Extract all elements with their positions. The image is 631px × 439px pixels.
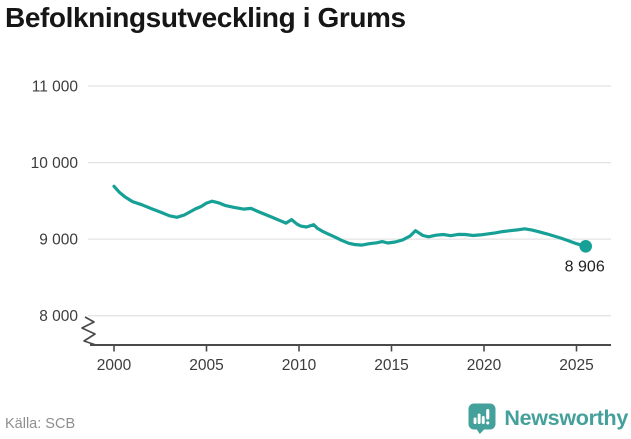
x-tick-label: 2000: [97, 357, 132, 374]
newsworthy-logo[interactable]: Newsworthy: [468, 403, 628, 434]
x-tick-label: 2015: [374, 357, 408, 374]
y-tick-label: 8 000: [39, 308, 78, 325]
y-tick-label: 10 000: [31, 155, 79, 172]
axis-break-icon: [81, 316, 97, 346]
x-tick-label: 2025: [559, 357, 593, 374]
end-value-label: 8 906: [565, 258, 605, 275]
x-tick-label: 2010: [282, 357, 317, 374]
end-point-dot: [579, 240, 592, 253]
x-tick-label: 2005: [189, 357, 223, 374]
newsworthy-badge-icon: [468, 403, 496, 434]
source-label: Källa: SCB: [5, 416, 76, 432]
population-line: [112, 184, 588, 248]
y-tick-label: 9 000: [39, 232, 78, 249]
chart-title: Befolkningsutveckling i Grums: [5, 2, 406, 33]
newsworthy-wordmark: Newsworthy: [504, 406, 628, 430]
x-tick-label: 2020: [467, 357, 502, 374]
y-tick-label: 11 000: [32, 79, 79, 96]
